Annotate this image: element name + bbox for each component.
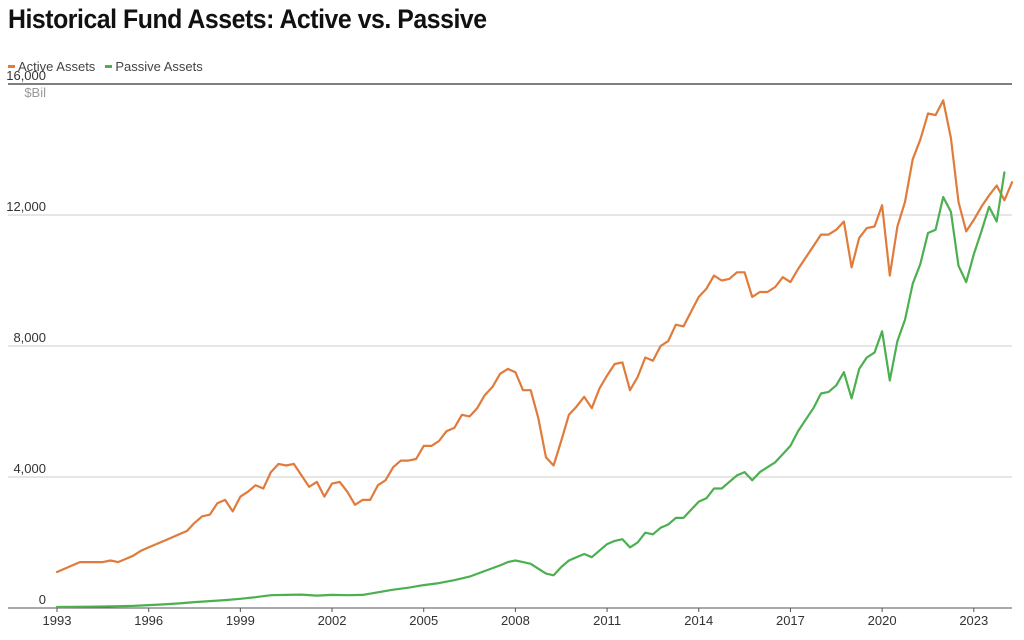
x-tick-label-1996: 1996 <box>134 613 163 628</box>
x-tick-label-1993: 1993 <box>43 613 72 628</box>
legend-item-active: Active Assets <box>8 59 95 74</box>
legend-swatch-active <box>8 65 15 68</box>
x-tick-label-2023: 2023 <box>959 613 988 628</box>
x-tick-label-1999: 1999 <box>226 613 255 628</box>
axis-layer: 0 4,000 8,000 12,000 16,000 $Bil 1993 1996 1999 2… <box>6 68 988 628</box>
y-unit-label: $Bil <box>24 85 46 100</box>
y-tick-label-16000: 16,000 <box>6 68 46 83</box>
legend-swatch-passive <box>105 65 113 68</box>
legend-item-passive: Passive Assets <box>105 59 203 74</box>
x-tick-label-2008: 2008 <box>501 613 530 628</box>
series-line-passive-assets <box>55 171 1006 609</box>
y-tick-label-12000: 12,000 <box>6 199 46 214</box>
chart-title: Historical Fund Assets: Active vs. Passi… <box>8 4 487 34</box>
y-tick-label-0: 0 <box>39 592 46 607</box>
x-tick-label-2005: 2005 <box>409 613 438 628</box>
chart-legend: Active Assets Passive Assets <box>8 59 203 74</box>
series-line-active-assets <box>55 99 1014 574</box>
x-tick-label-2014: 2014 <box>684 613 713 628</box>
x-tick-label-2011: 2011 <box>593 613 621 628</box>
legend-label-active: Active Assets <box>18 59 96 74</box>
x-tick-label-2002: 2002 <box>318 613 347 628</box>
legend-label-passive: Passive Assets <box>115 59 203 74</box>
y-tick-label-4000: 4,000 <box>13 461 46 476</box>
series-layer <box>55 99 1014 609</box>
grid-layer <box>8 83 1012 609</box>
x-tick-label-2020: 2020 <box>868 613 897 628</box>
x-tick-label-2017: 2017 <box>776 613 805 628</box>
y-tick-label-8000: 8,000 <box>13 330 46 345</box>
